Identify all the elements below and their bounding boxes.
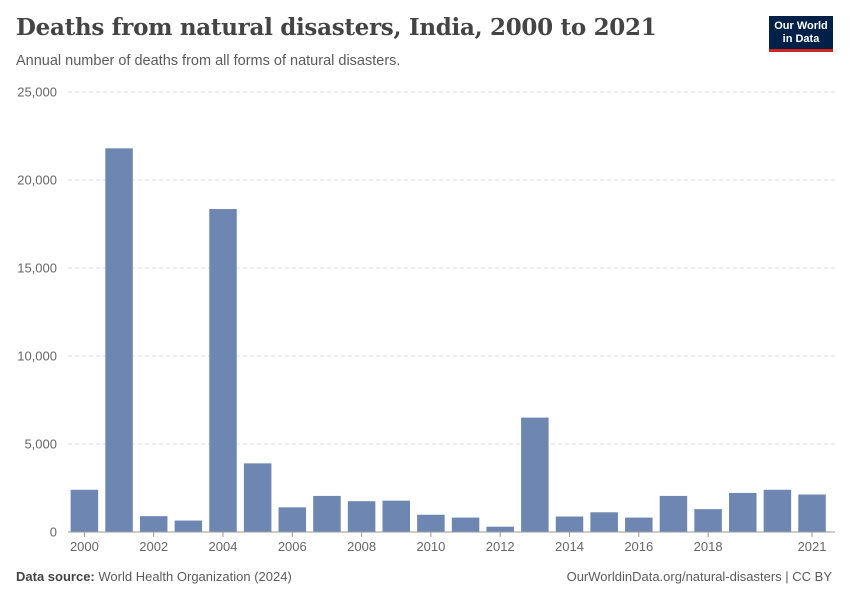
x-tick-label: 2014 [555,539,584,554]
x-tick-label: 2021 [798,539,827,554]
bar-2016[interactable] [625,517,653,532]
x-tick-label: 2004 [209,539,238,554]
bar-2014[interactable] [555,516,584,532]
x-axis-ticks: 2000 2002 2004 2006 2008 2010 2012 2014 2016 2018… [70,532,827,554]
bar-2005[interactable] [243,463,272,532]
bar-2018[interactable] [694,509,722,532]
bar-2003[interactable] [174,520,203,532]
logo-line-1: Our World [774,20,828,32]
bar-2001[interactable] [105,148,133,532]
x-tick-label: 2018 [694,539,723,554]
y-tick-label: 25,000 [17,85,57,100]
bar-2017[interactable] [659,495,688,532]
owid-logo[interactable]: Our World in Data [769,16,833,52]
y-axis-ticks: 0 5,000 10,000 15,000 20,000 25,000 [17,85,57,540]
bar-2000[interactable] [70,489,99,532]
chart-title: Deaths from natural disasters, India, 20… [16,14,657,41]
credit-link[interactable]: OurWorldinData.org/natural-disasters | C… [566,569,832,584]
y-tick-label: 15,000 [17,261,57,276]
y-tick-label: 10,000 [17,349,57,364]
x-tick-label: 2012 [486,539,515,554]
bar-2008[interactable] [347,501,376,532]
bar-2010[interactable] [417,514,445,532]
bar-2011[interactable] [451,517,480,532]
bar-2015[interactable] [590,512,618,532]
data-source-text: World Health Organization (2024) [98,569,292,584]
x-tick-label: 2008 [347,539,376,554]
x-tick-label: 2000 [70,539,99,554]
x-tick-label: 2016 [624,539,653,554]
x-tick-label: 2002 [139,539,168,554]
bar-2009[interactable] [382,500,411,532]
x-tick-label: 2006 [278,539,307,554]
bar-2006[interactable] [278,507,307,532]
x-tick-label: 2010 [416,539,445,554]
bar-2013[interactable] [521,417,549,532]
grid-lines [68,91,835,445]
bar-2002[interactable] [139,516,168,532]
y-tick-label: 20,000 [17,173,57,188]
data-source: Data source: World Health Organization (… [16,569,292,584]
bar-2019[interactable] [729,492,757,532]
bar-2004[interactable] [209,209,237,533]
data-source-label: Data source: [16,569,95,584]
y-tick-label: 0 [50,525,57,540]
bar-2012[interactable] [486,526,514,532]
chart-subtitle: Annual number of deaths from all forms o… [16,53,401,69]
logo-line-2: in Data [782,33,820,45]
bar-2021[interactable] [798,494,826,532]
bar-2007[interactable] [313,495,341,532]
bars [70,148,826,533]
bar-2020[interactable] [763,489,792,532]
y-tick-label: 5,000 [24,437,57,452]
